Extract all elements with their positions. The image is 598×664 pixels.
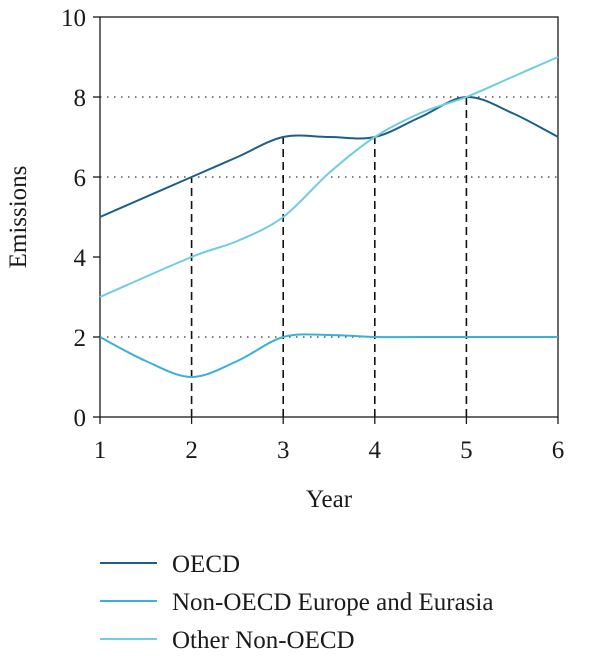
- series-line-2: [99, 333, 558, 379]
- y-tick-label: 2: [74, 325, 87, 352]
- x-tick-label: 5: [460, 437, 473, 464]
- y-tick-label: 10: [61, 5, 86, 32]
- plot-frame: [99, 16, 559, 418]
- series-line-3: [99, 56, 559, 298]
- y-tick-label: 6: [74, 165, 87, 192]
- x-tick-label: 3: [277, 437, 290, 464]
- x-tick-label: 4: [369, 437, 382, 464]
- x-tick-label: 6: [552, 437, 565, 464]
- y-tick-label: 4: [74, 245, 87, 272]
- y-tick-label: 0: [74, 405, 87, 432]
- y-axis-ticks: 0 2 4 6 8 10: [61, 5, 100, 432]
- grid-lines: [100, 96, 558, 338]
- legend-label: OECD: [172, 551, 240, 578]
- legend: OECD Non-OECD Europe and Eurasia Other Non…: [100, 551, 493, 654]
- series-lines: [99, 56, 559, 379]
- y-tick-label: 8: [74, 85, 87, 112]
- y-axis-title: Emissions: [5, 166, 32, 269]
- x-tick-label: 1: [94, 437, 107, 464]
- x-axis-ticks: 1 2 3 4 5 6: [94, 417, 565, 464]
- legend-label: Other Non-OECD: [172, 627, 355, 654]
- drop-lines: [190, 97, 468, 417]
- axes: [99, 16, 559, 418]
- legend-label: Non-OECD Europe and Eurasia: [172, 589, 493, 616]
- x-axis-title: Year: [306, 486, 353, 513]
- x-tick-label: 2: [185, 437, 198, 464]
- series-line-1: [99, 95, 559, 218]
